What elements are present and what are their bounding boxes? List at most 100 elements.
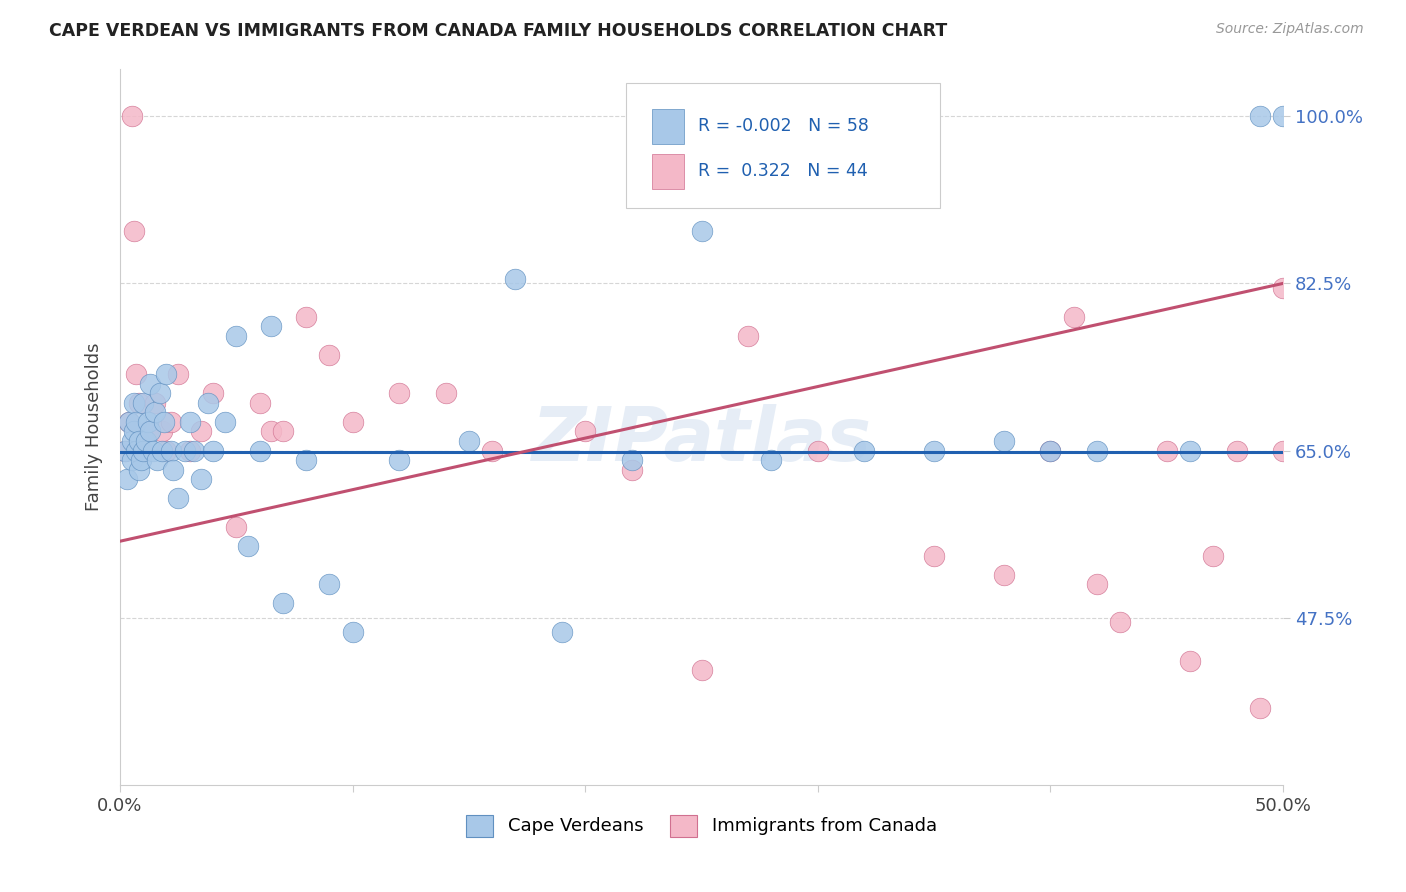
- Point: [260, 425, 283, 439]
- Point: [155, 443, 177, 458]
- Point: [125, 415, 148, 429]
- Point: [1202, 549, 1225, 563]
- Point: [1085, 577, 1108, 591]
- Y-axis label: Family Households: Family Households: [86, 343, 103, 511]
- Point: [318, 348, 340, 362]
- Point: [922, 549, 945, 563]
- FancyBboxPatch shape: [626, 83, 941, 208]
- Point: [122, 224, 145, 238]
- Point: [807, 443, 830, 458]
- Point: [1272, 109, 1295, 123]
- Point: [1178, 654, 1201, 668]
- Point: [143, 405, 166, 419]
- Point: [1249, 701, 1271, 715]
- Point: [139, 376, 162, 391]
- Point: [150, 443, 173, 458]
- Point: [122, 425, 145, 439]
- Point: [853, 443, 876, 458]
- Text: CAPE VERDEAN VS IMMIGRANTS FROM CANADA FAMILY HOUSEHOLDS CORRELATION CHART: CAPE VERDEAN VS IMMIGRANTS FROM CANADA F…: [49, 22, 948, 40]
- Point: [1272, 443, 1295, 458]
- Point: [132, 443, 155, 458]
- Point: [342, 415, 364, 429]
- Point: [125, 367, 148, 381]
- Point: [1156, 443, 1178, 458]
- Point: [197, 396, 219, 410]
- Point: [118, 415, 141, 429]
- Point: [388, 453, 411, 467]
- Point: [122, 396, 145, 410]
- Point: [183, 443, 205, 458]
- Point: [295, 453, 318, 467]
- Point: [993, 567, 1015, 582]
- Point: [922, 443, 945, 458]
- Point: [271, 596, 294, 610]
- Point: [620, 453, 643, 467]
- Point: [1085, 443, 1108, 458]
- Point: [1249, 109, 1271, 123]
- Point: [160, 443, 183, 458]
- Point: [121, 453, 143, 467]
- Point: [128, 434, 150, 448]
- Point: [434, 386, 457, 401]
- Point: [150, 425, 173, 439]
- Point: [132, 396, 155, 410]
- Point: [114, 443, 136, 458]
- Text: R =  0.322   N = 44: R = 0.322 N = 44: [697, 162, 868, 180]
- Point: [202, 443, 225, 458]
- Point: [236, 539, 259, 553]
- Point: [121, 109, 143, 123]
- Text: ZIPatlas: ZIPatlas: [531, 404, 872, 477]
- Point: [128, 396, 150, 410]
- Point: [121, 434, 143, 448]
- Point: [388, 386, 411, 401]
- Point: [318, 577, 340, 591]
- Point: [114, 443, 136, 458]
- FancyBboxPatch shape: [651, 110, 685, 144]
- Point: [249, 443, 271, 458]
- Point: [141, 443, 163, 458]
- Point: [202, 386, 225, 401]
- Point: [136, 425, 159, 439]
- Point: [132, 443, 155, 458]
- Point: [1063, 310, 1085, 324]
- Point: [136, 415, 159, 429]
- Point: [174, 443, 197, 458]
- Point: [167, 491, 190, 506]
- Text: R = -0.002   N = 58: R = -0.002 N = 58: [697, 117, 869, 135]
- Point: [148, 386, 170, 401]
- Point: [690, 224, 713, 238]
- Point: [179, 415, 201, 429]
- Point: [143, 396, 166, 410]
- Point: [1272, 281, 1295, 295]
- Point: [214, 415, 236, 429]
- Point: [457, 434, 479, 448]
- Point: [153, 415, 176, 429]
- Point: [551, 624, 574, 639]
- Point: [260, 319, 283, 334]
- Point: [271, 425, 294, 439]
- Point: [1039, 443, 1062, 458]
- Point: [160, 415, 183, 429]
- Point: [574, 425, 596, 439]
- Point: [162, 462, 184, 476]
- Point: [128, 462, 150, 476]
- Point: [1225, 443, 1247, 458]
- Point: [190, 472, 212, 486]
- Point: [481, 443, 503, 458]
- Legend: Cape Verdeans, Immigrants from Canada: Cape Verdeans, Immigrants from Canada: [458, 807, 945, 844]
- Point: [139, 425, 162, 439]
- Point: [1178, 443, 1201, 458]
- Point: [118, 415, 141, 429]
- Point: [179, 443, 201, 458]
- Point: [115, 472, 138, 486]
- Point: [761, 453, 783, 467]
- Point: [620, 462, 643, 476]
- Point: [129, 453, 152, 467]
- Point: [125, 443, 148, 458]
- Point: [993, 434, 1015, 448]
- Point: [146, 453, 169, 467]
- Point: [690, 663, 713, 677]
- Point: [342, 624, 364, 639]
- Point: [190, 425, 212, 439]
- Point: [135, 434, 157, 448]
